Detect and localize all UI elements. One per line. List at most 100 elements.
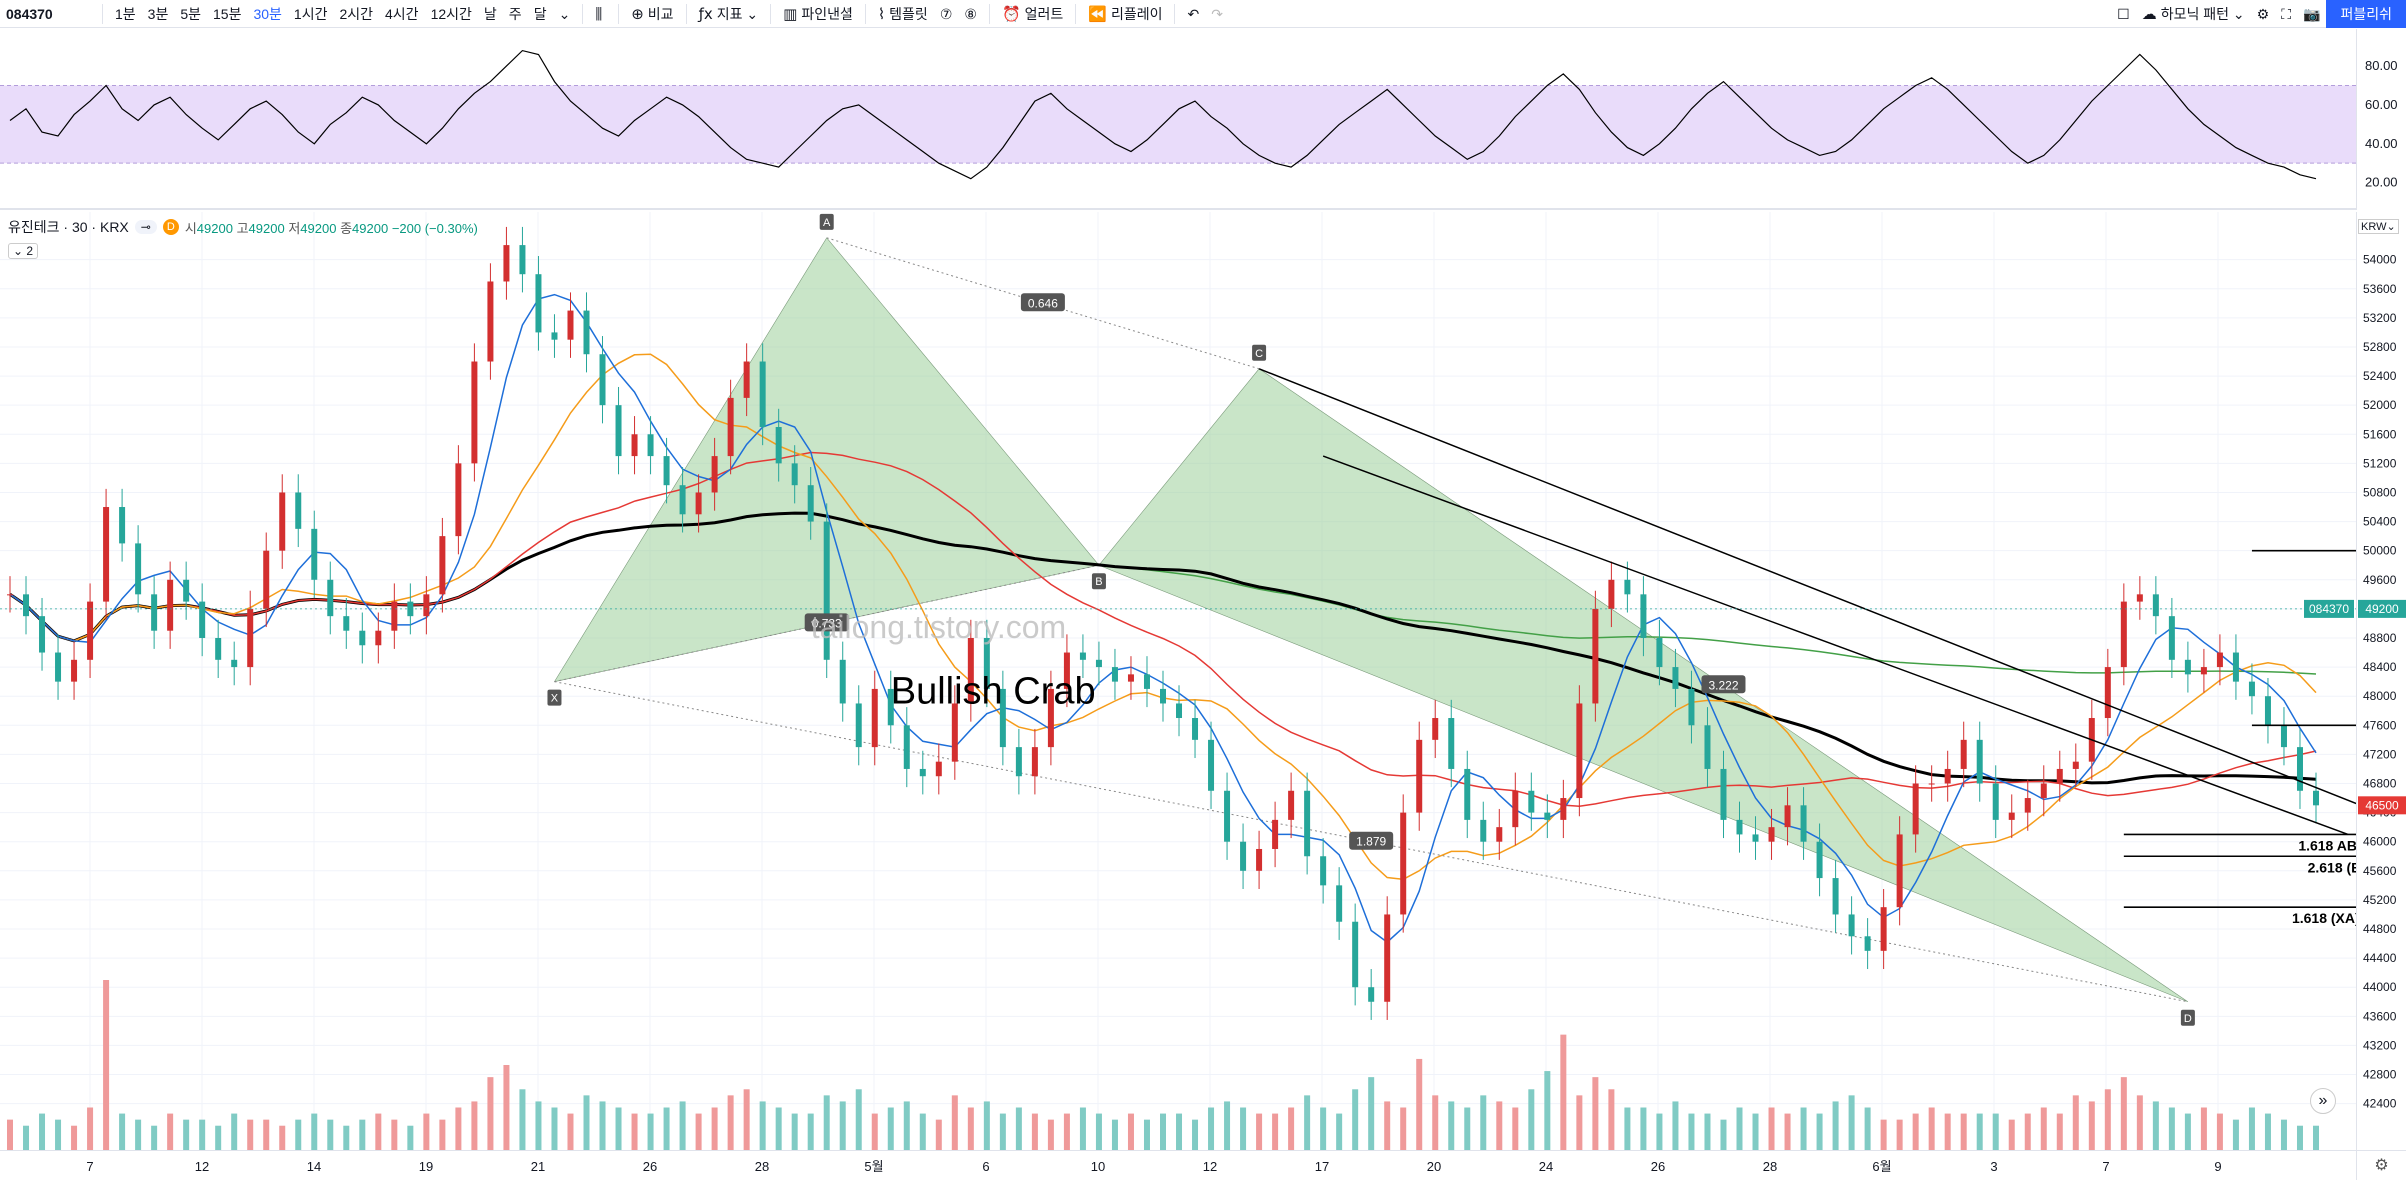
candle-body xyxy=(1400,812,1407,915)
interval-1m[interactable]: 1분 xyxy=(115,5,136,22)
volume-bar xyxy=(439,1119,446,1150)
interval-12h[interactable]: 12시간 xyxy=(430,5,472,22)
volume-bar xyxy=(1111,1119,1118,1150)
volume-bar xyxy=(263,1119,270,1150)
time-tick-label: 5월 xyxy=(864,1159,883,1174)
candle-body xyxy=(839,659,846,704)
candle-body xyxy=(423,594,430,617)
volume-bar xyxy=(2120,1077,2127,1150)
interval-30m[interactable]: 30분 xyxy=(253,5,282,22)
volume-bar xyxy=(663,1107,670,1150)
interval-5m[interactable]: 5분 xyxy=(180,5,202,22)
interval-4h[interactable]: 4시간 xyxy=(385,5,419,22)
interval-day[interactable]: 날 xyxy=(483,5,497,22)
candle-body xyxy=(1752,834,1759,842)
undo-button[interactable]: ↶ xyxy=(1181,0,1205,28)
interval-15m[interactable]: 15분 xyxy=(213,5,242,22)
volume-bar xyxy=(535,1101,542,1150)
settings-button[interactable]: ⚙ xyxy=(2251,0,2276,28)
legend-symbol-name[interactable]: 유진테크 · 30 · KRX xyxy=(8,219,129,235)
layout-toggle-button[interactable]: ☐ xyxy=(2111,0,2136,28)
volume-bar xyxy=(1143,1119,1150,1150)
rsi-axis[interactable]: 80.00 60.00 40.00 20.00 xyxy=(2356,29,2406,210)
volume-bar xyxy=(1608,1089,1615,1150)
candle-body xyxy=(2056,768,2063,784)
volume-bar xyxy=(215,1125,222,1150)
interval-1h[interactable]: 1시간 xyxy=(293,5,328,22)
dividend-badge[interactable]: D xyxy=(162,219,179,235)
divider xyxy=(988,3,990,24)
chart-type-button[interactable]: ⫼ xyxy=(589,0,612,28)
rsi-line xyxy=(9,49,2317,180)
templates-button[interactable]: ⌇ 템플릿 xyxy=(872,0,934,28)
publish-button[interactable]: 퍼블리쉬 xyxy=(2326,0,2406,28)
volume-bar xyxy=(1320,1107,1327,1150)
price-axis[interactable]: 54000 53600 53200 52800 52400 52000 51600 51200… xyxy=(2356,212,2406,1150)
candle-body xyxy=(471,361,478,464)
volume-bar xyxy=(279,1125,286,1150)
volume-bar xyxy=(55,1119,62,1150)
scroll-to-realtime-button[interactable]: » xyxy=(2310,1088,2336,1114)
divider xyxy=(1174,3,1176,24)
volume-bar xyxy=(23,1125,30,1150)
interval-month[interactable]: 달 xyxy=(533,5,547,22)
volume-bar xyxy=(391,1119,398,1150)
templates-label: 템플릿 xyxy=(889,5,928,22)
volume-bar xyxy=(1047,1119,1054,1150)
price-tick-label: 48400 xyxy=(2363,660,2397,674)
candle-body xyxy=(1224,790,1231,842)
volume-bar xyxy=(519,1089,526,1150)
candle-body xyxy=(1031,747,1038,777)
candle-body xyxy=(535,274,542,333)
time-tick-label: 3 xyxy=(1990,1159,1997,1174)
candle-body xyxy=(1143,674,1150,689)
price-tick-label: 53600 xyxy=(2363,282,2397,296)
volume-bar xyxy=(1656,1113,1663,1150)
volume-bar xyxy=(999,1113,1006,1150)
main-chart-pane[interactable]: TP2 @ 50000TP1 @ 476001.618 AB=CD @ 4610… xyxy=(0,212,2356,1150)
volume-bar xyxy=(983,1101,990,1150)
alert-button[interactable]: ⏰ 얼러트 xyxy=(996,0,1069,28)
legend-visibility-toggle[interactable]: ⊸ xyxy=(134,220,157,234)
interval-dropdown-icon[interactable]: ⌄ xyxy=(558,5,571,22)
compare-button[interactable]: ⊕ 비교 xyxy=(625,0,679,28)
time-axis[interactable]: 7 12 14 19 21 26 28 5월 6 10 12 17 20 24 26 28 6월 3 7 9 xyxy=(0,1150,2356,1180)
volume-bar xyxy=(471,1101,478,1150)
candle-body xyxy=(1160,688,1166,704)
replay-button[interactable]: ⏪ 리플레이 xyxy=(1082,0,1168,28)
candle-body xyxy=(295,492,302,529)
candle-body xyxy=(135,543,142,595)
volume-bar xyxy=(1256,1113,1263,1150)
redo-button[interactable]: ↷ xyxy=(1205,0,1229,28)
symbol-search[interactable]: 084370 xyxy=(6,5,53,22)
harmonic-button[interactable]: ☁ 하모닉 패턴 ⌄ xyxy=(2136,0,2251,28)
volume-bar xyxy=(1544,1071,1551,1150)
volume-bar xyxy=(1528,1089,1535,1150)
candle-body xyxy=(2152,594,2159,617)
currency-selector[interactable]: KRW⌄ xyxy=(2358,219,2399,234)
price-tick-label: 43200 xyxy=(2363,1038,2397,1052)
snapshot-button[interactable]: 📷 xyxy=(2297,0,2326,28)
volume-bar xyxy=(1560,1034,1567,1150)
candle-body xyxy=(1576,703,1583,799)
interval-2h[interactable]: 2시간 xyxy=(339,5,374,22)
fullscreen-button[interactable]: ⛶ xyxy=(2275,0,2297,28)
layout-button-b[interactable]: ⑧ xyxy=(964,5,977,22)
pine-button[interactable]: ▥ 파인낸셜 xyxy=(777,0,859,28)
interval-week[interactable]: 주 xyxy=(508,5,522,22)
candle-body xyxy=(119,507,126,544)
legend-collapse-button[interactable]: ⌄ 2 xyxy=(8,243,39,259)
pine-label: 파인낸셜 xyxy=(801,5,853,22)
time-tick-label: 28 xyxy=(1763,1159,1777,1174)
interval-3m[interactable]: 3분 xyxy=(147,5,169,22)
rsi-pane[interactable] xyxy=(0,29,2356,210)
indicators-button[interactable]: ƒx 지표 ⌄ xyxy=(693,0,765,28)
candle-body xyxy=(1512,790,1519,828)
candle-body xyxy=(2104,667,2111,719)
volume-bar xyxy=(1704,1113,1711,1150)
candle-body xyxy=(311,528,318,580)
layout-button-a[interactable]: ⑦ xyxy=(939,5,953,22)
axis-settings-button[interactable]: ⚙ xyxy=(2356,1150,2406,1180)
candle-body xyxy=(999,688,1006,748)
ratio-label: 0.733 xyxy=(812,616,842,630)
